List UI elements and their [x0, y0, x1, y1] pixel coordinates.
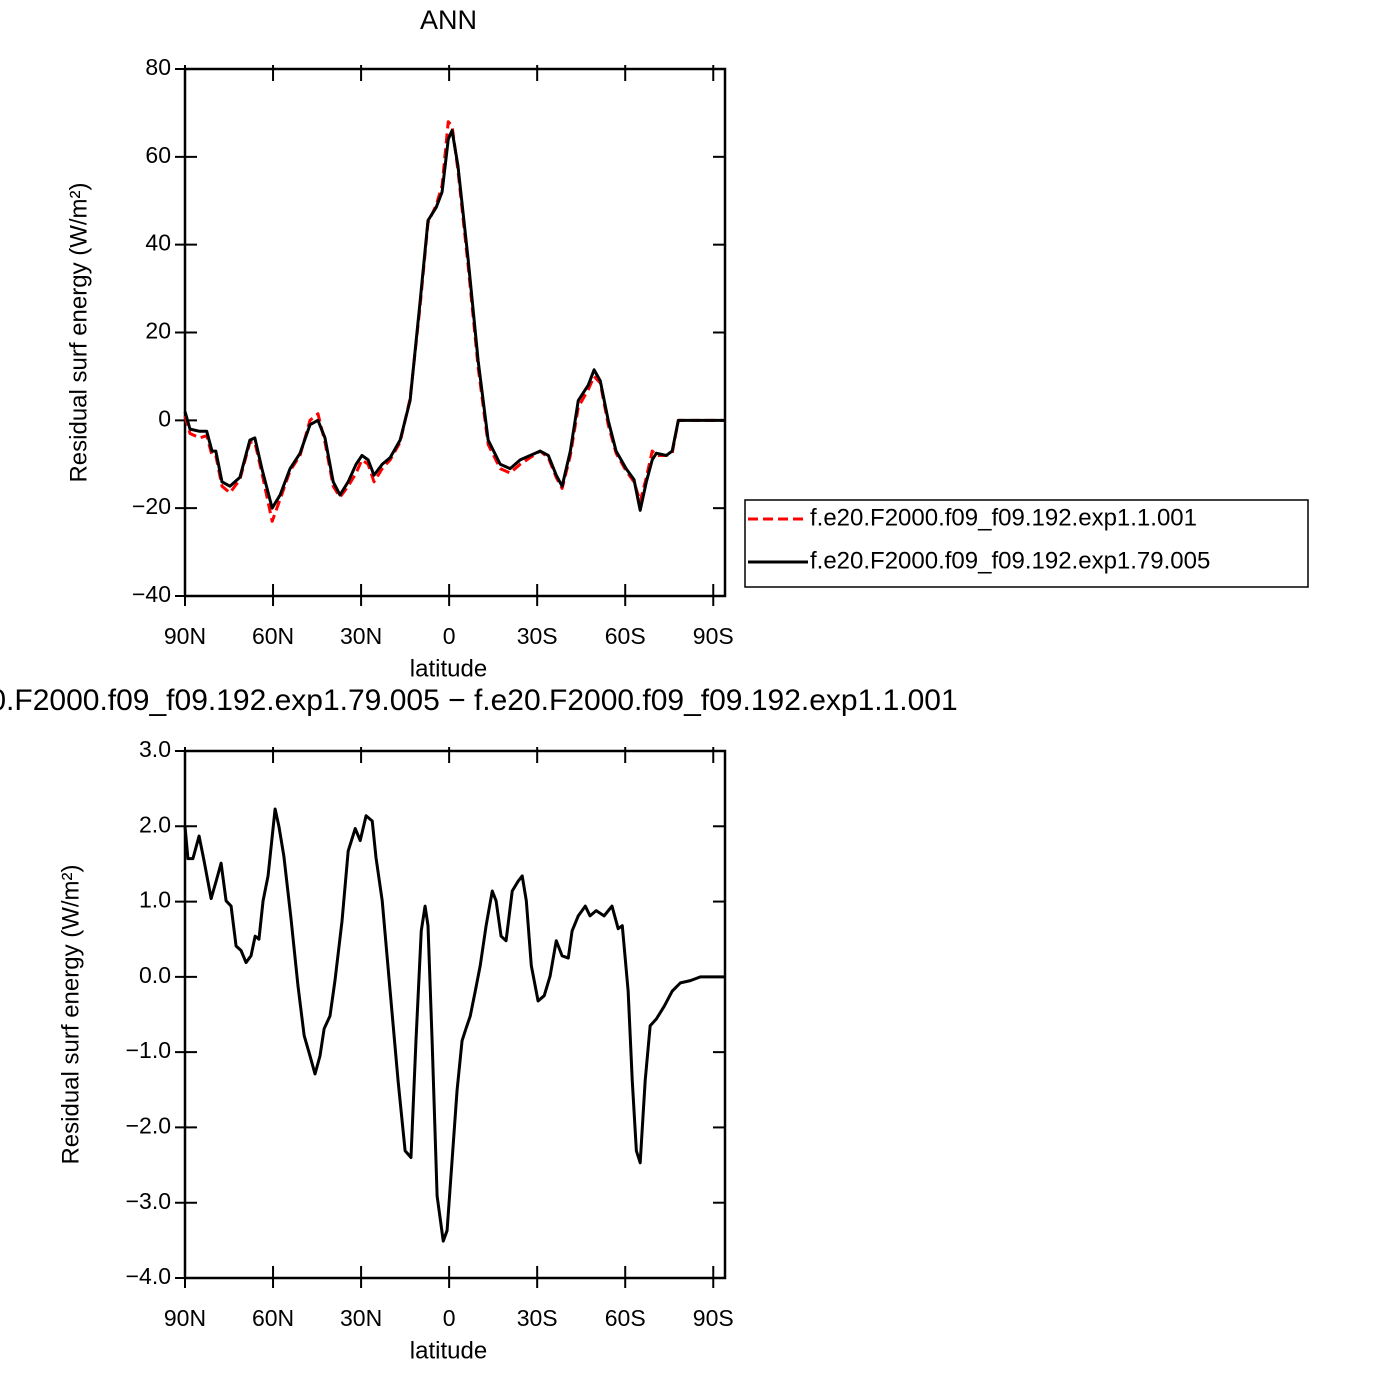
y-tick-label: −40: [132, 581, 171, 607]
legend-label: f.e20.F2000.f09_f09.192.exp1.79.005: [810, 547, 1210, 574]
y-tick-label: 0.0: [139, 962, 171, 988]
x-axis-label: latitude: [410, 1337, 487, 1364]
legend-box: [744, 499, 1309, 588]
y-tick-label: 40: [145, 230, 171, 256]
y-tick-label: −2.0: [126, 1113, 171, 1139]
x-tick-label: 60N: [252, 1305, 294, 1331]
y-tick-label: 60: [145, 142, 171, 168]
series-line: [183, 128, 725, 512]
x-tick-label: 60S: [605, 623, 646, 649]
x-tick-label: 90N: [164, 1305, 206, 1331]
x-tick-label: 30N: [340, 623, 382, 649]
x-axis-label: latitude: [410, 655, 487, 682]
y-axis-label: Residual surf energy (W/m²): [65, 182, 92, 482]
series-line: [183, 807, 725, 1243]
plot-frame: [183, 749, 727, 1280]
y-tick-label: −1.0: [126, 1037, 171, 1063]
x-tick-label: 0: [443, 623, 456, 649]
chart-title: f.e20.F2000.f09_f09.192.exp1.79.005 − f.…: [0, 684, 958, 717]
series-line: [183, 120, 725, 523]
x-tick-label: 30S: [517, 623, 558, 649]
x-tick-label: 90S: [693, 1305, 734, 1331]
y-tick-label: 80: [145, 54, 171, 80]
y-tick-label: 2.0: [139, 811, 171, 837]
x-tick-label: 90N: [164, 623, 206, 649]
legend-label: f.e20.F2000.f09_f09.192.exp1.1.001: [810, 504, 1197, 531]
y-tick-label: 0: [158, 405, 171, 431]
y-tick-label: 20: [145, 318, 171, 344]
y-axis-label: Residual surf energy (W/m²): [57, 864, 84, 1164]
x-tick-label: 30N: [340, 1305, 382, 1331]
y-tick-label: 3.0: [139, 736, 171, 762]
x-tick-label: 0: [443, 1305, 456, 1331]
x-tick-label: 30S: [517, 1305, 558, 1331]
y-tick-label: −3.0: [126, 1188, 171, 1214]
y-tick-label: 1.0: [139, 887, 171, 913]
x-tick-label: 60S: [605, 1305, 646, 1331]
chart-title: ANN: [420, 5, 477, 35]
y-tick-label: −20: [132, 493, 171, 519]
x-tick-label: 60N: [252, 623, 294, 649]
y-tick-label: −4.0: [126, 1263, 171, 1289]
x-tick-label: 90S: [693, 623, 734, 649]
